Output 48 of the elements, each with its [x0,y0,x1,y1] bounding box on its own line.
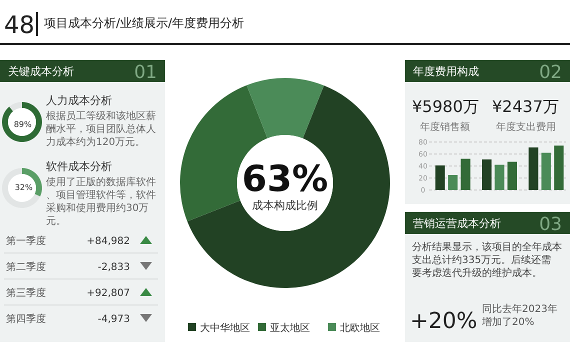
bar [541,152,551,190]
text: 第四季度 [6,313,46,325]
chart-title: 年度费用构成 [413,65,479,78]
text: +20% [410,309,478,334]
text: -4,973 [98,314,130,325]
text: 根据员工等级和该地区薪酬水平，项目团队总体人力成本约为120万元。 [46,110,156,148]
text: 年度支出费用 [496,121,556,133]
text: 人力成本分析 [46,94,112,107]
text: 第一季度 [6,235,46,247]
text: +92,807 [86,288,130,299]
legend-label: 大中华地区 [200,322,250,334]
text: 年度销售额 [420,121,470,133]
text: 分析结果显示，该项目的全年成本支出总计约335万元。后续还需要考虑迭代升级的维护成本。 [412,241,562,279]
text: 关键成本分析 [8,65,74,78]
donut-slice [2,168,40,208]
legend-label: 亚太地区 [270,322,310,334]
text: 软件成本分析 [46,160,112,173]
text: 02 [539,62,562,83]
bar [435,165,445,190]
text: 成本构成比例 [252,199,318,212]
text: 48 [4,11,35,39]
text: 01 [134,62,157,83]
text: -2,833 [98,262,130,273]
text: ¥2437万 [492,97,559,116]
legend-label: 北欧地区 [340,322,380,334]
bar [460,158,470,190]
donut-slice [187,85,390,288]
text: 营销运营成本分析 [413,217,501,230]
donut-slice [9,102,22,112]
text: ¥5980万 [412,97,479,116]
bar [448,175,458,190]
bar [554,146,564,190]
text: 项目成本分析/业绩展示/年度费用分析 [44,16,244,30]
data-label: 89% [14,120,32,129]
text: 63% [242,159,328,200]
text: 03 [539,214,562,235]
donut-slice [2,102,42,142]
text: 使用了正版的数据库软件、项目管理软件等，软件采购和使用费用约30万元。 [46,176,156,227]
text: 同比去年2023年增加了20% [481,303,558,328]
text: 第三季度 [6,287,46,299]
data-label: 32% [14,182,34,192]
bar [494,164,504,190]
bar [507,162,517,190]
donut-slice [246,78,324,138]
text: 第二季度 [6,261,46,273]
text: +84,982 [86,236,130,247]
bar [482,159,492,190]
bar [528,147,538,190]
